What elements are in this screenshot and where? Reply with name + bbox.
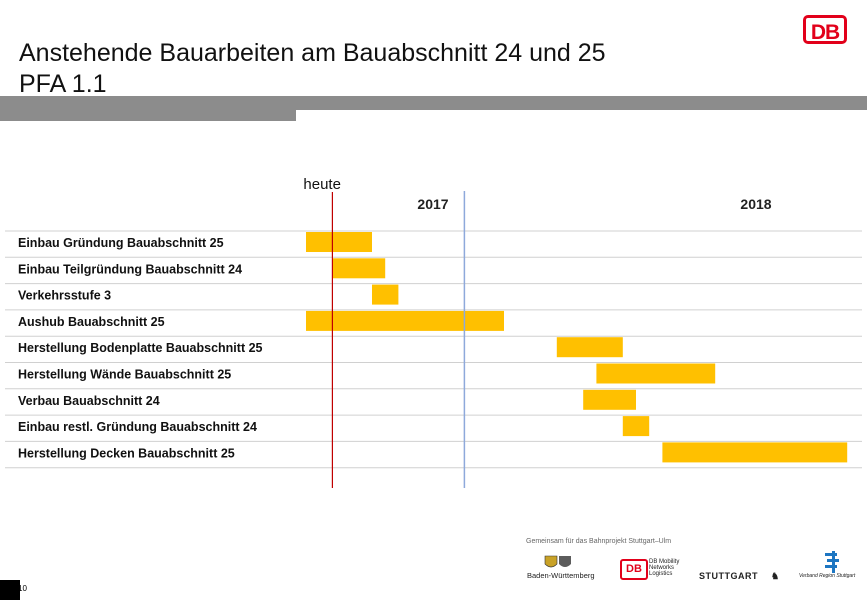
db-small-icon: DB — [620, 559, 648, 580]
task-bar — [306, 310, 504, 331]
header-band — [0, 96, 867, 110]
today-label: heute — [303, 176, 341, 193]
period-label: 2018 — [740, 196, 771, 212]
task-label: Einbau Gründung Bauabschnitt 25 — [18, 236, 224, 250]
stuttgart-horse-icon: ♞ — [771, 571, 780, 581]
footer-logos: Baden-Württemberg DB DB Mobility Network… — [527, 551, 859, 587]
page-number: 10 — [18, 584, 27, 593]
verband-region-icon — [825, 551, 839, 573]
task-bar — [332, 258, 386, 279]
title-line-2: PFA 1.1 — [19, 70, 107, 98]
header-band-tab — [0, 110, 296, 121]
task-label: Herstellung Bodenplatte Bauabschnitt 25 — [18, 341, 263, 355]
task-label: Einbau restl. Gründung Bauabschnitt 24 — [18, 420, 257, 434]
period-label: 2017 — [417, 196, 448, 212]
task-label: Einbau Teilgründung Bauabschnitt 24 — [18, 262, 242, 276]
task-label: Verkehrsstufe 3 — [18, 289, 111, 303]
task-bar — [622, 416, 650, 437]
task-bar — [596, 363, 716, 384]
task-label: Aushub Bauabschnitt 25 — [18, 315, 165, 329]
footer-caption: Gemeinsam für das Bahnprojekt Stuttgart–… — [526, 538, 672, 545]
title-line-1: Anstehende Bauarbeiten am Bauabschnitt 2… — [19, 39, 606, 67]
task-label: Herstellung Decken Bauabschnitt 25 — [18, 446, 235, 460]
task-bar — [556, 337, 623, 358]
coat-of-arms-icon — [544, 555, 571, 568]
task-label: Verbau Bauabschnitt 24 — [18, 394, 160, 408]
verband-region-stuttgart-logo: Verband Region Stuttgart — [799, 551, 859, 579]
task-bar — [662, 442, 848, 463]
task-bar — [583, 389, 636, 410]
db-logo: DB — [803, 15, 847, 44]
task-bar — [372, 284, 399, 305]
stuttgart-logo: STUTTGART ♞ — [699, 571, 780, 581]
task-label: Herstellung Wände Bauabschnitt 25 — [18, 368, 231, 382]
page-number-box — [0, 580, 20, 600]
baden-wuerttemberg-logo: Baden-Württemberg — [527, 555, 595, 580]
task-bar — [306, 232, 372, 252]
slide-title: Anstehende Bauarbeiten am Bauabschnitt 2… — [19, 38, 606, 100]
